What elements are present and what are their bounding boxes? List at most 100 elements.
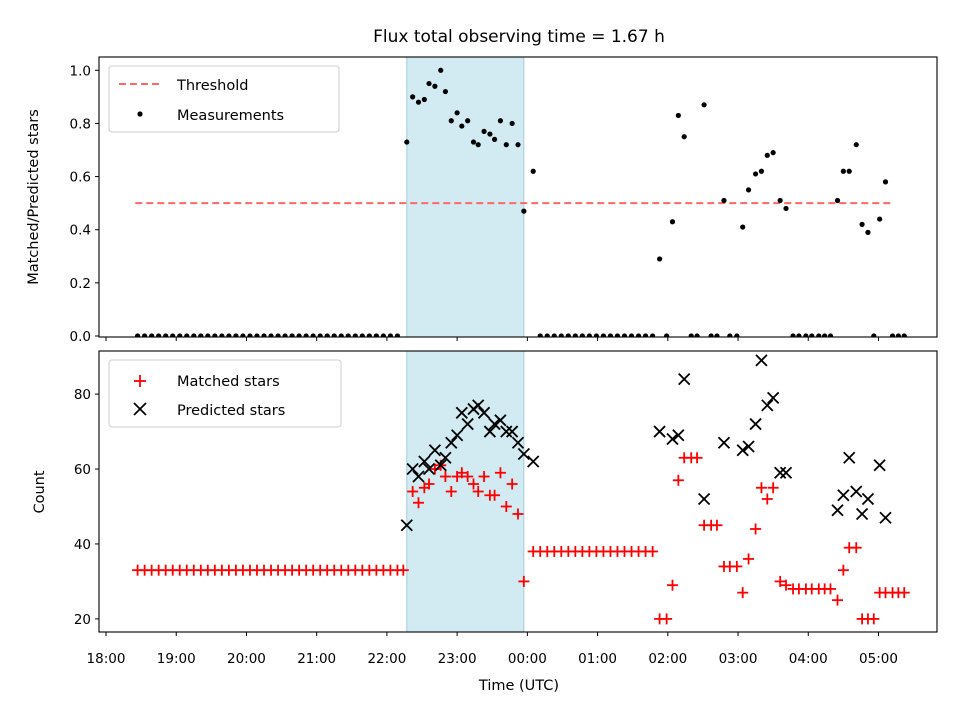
matched-star-point	[666, 579, 678, 591]
measurement-point	[834, 197, 841, 204]
predicted-star-point	[850, 485, 863, 498]
matched-star-point	[512, 508, 524, 520]
measurement-point	[734, 333, 740, 337]
predicted-star-point	[742, 440, 755, 453]
measurement-point	[740, 224, 746, 230]
top-y-axis-label: Matched/Predicted stars	[26, 109, 42, 285]
predicted-star-point	[767, 391, 780, 404]
measurement-point	[432, 83, 438, 89]
matched-star-point	[468, 478, 480, 490]
top-y-tick-label: 0.8	[70, 116, 91, 132]
measurement-point	[177, 333, 183, 337]
x-tick-label: 02:00	[648, 651, 687, 667]
predicted-star-point	[843, 451, 856, 464]
matched-star-point	[824, 583, 836, 595]
bottom-y-axis-label: Count	[32, 470, 48, 513]
x-tick-label: 18:00	[87, 651, 126, 667]
bottom-y-tick-label: 20	[74, 612, 91, 628]
measurement-point	[475, 142, 481, 148]
predicted-star-point	[511, 436, 525, 449]
predicted-star-point	[500, 425, 513, 438]
matched-star-point	[445, 486, 457, 497]
measurement-point	[219, 333, 225, 337]
measurement-point	[373, 333, 379, 337]
matched-star-point	[423, 478, 435, 490]
measurement-point	[205, 333, 211, 337]
measurement-point	[345, 333, 351, 337]
predicted-star-point	[527, 455, 540, 468]
matched-star-point	[672, 474, 684, 486]
measurement-point	[212, 333, 218, 337]
predicted-star-point	[400, 519, 413, 532]
top-legend-box	[108, 65, 340, 133]
measurement-point	[268, 333, 274, 337]
matched-star-point	[750, 523, 762, 535]
measurement-point	[822, 333, 828, 337]
bottom-y-tick-label: 40	[74, 537, 91, 553]
measurement-point	[454, 110, 460, 116]
predicted-star-point	[439, 451, 452, 464]
predicted-star-point	[428, 444, 442, 457]
matched-star-point	[518, 575, 530, 587]
x-tick-label: 00:00	[508, 651, 547, 667]
measurement-point	[387, 333, 394, 337]
measurement-point	[135, 333, 141, 337]
measurement-point	[503, 142, 509, 148]
x-axis-label: Time (UTC)	[478, 678, 559, 694]
measurement-point	[621, 333, 628, 337]
measurement-point	[509, 120, 515, 127]
measurement-point	[289, 333, 295, 337]
legend-matched-label: Matched stars	[177, 374, 280, 390]
measurement-point	[877, 216, 883, 222]
measurement-point	[530, 168, 536, 174]
measurement-point	[296, 333, 302, 337]
bottom-y-tick-label: 60	[74, 462, 91, 478]
predicted-star-point	[717, 436, 731, 449]
predicted-star-point	[774, 466, 787, 479]
matched-star-point	[500, 500, 512, 512]
measurement-point	[448, 118, 454, 124]
predicted-star-point	[736, 444, 749, 457]
matched-star-point	[413, 497, 425, 509]
measurement-point	[593, 333, 600, 337]
predicted-star-point	[406, 462, 419, 476]
x-tick-label: 03:00	[719, 651, 758, 667]
legend-predicted-swatch	[133, 402, 147, 416]
predicted-star-point	[445, 436, 458, 449]
measurement-point	[558, 333, 564, 337]
measurement-point	[681, 134, 687, 140]
predicted-star-point	[412, 470, 425, 483]
x-tick-label: 21:00	[297, 651, 336, 667]
matched-star-point	[780, 579, 792, 591]
measurement-point	[275, 333, 281, 337]
bottom-legend-box	[108, 359, 342, 428]
measurement-point	[764, 152, 770, 158]
measurement-point	[708, 333, 714, 337]
x-tick-label: 01:00	[578, 651, 617, 667]
measurement-point	[783, 205, 789, 212]
predicted-star-point	[678, 372, 691, 386]
bottom-axes-frame	[98, 350, 938, 633]
measurement-point	[758, 168, 765, 174]
measurement-point	[352, 333, 358, 337]
measurement-point	[459, 123, 465, 129]
predicted-star-point	[749, 417, 762, 431]
measurement-point	[310, 333, 316, 337]
x-tick-label: 04:00	[789, 651, 828, 667]
measurement-point	[163, 333, 169, 337]
matched-star-point	[767, 482, 779, 494]
top-y-tick-label: 0.2	[70, 276, 91, 292]
measurement-point	[191, 333, 197, 337]
predicted-star-point	[506, 425, 519, 438]
matched-star-point	[462, 471, 474, 483]
measurement-point	[254, 333, 260, 337]
measurement-point	[261, 333, 267, 337]
measurement-point	[149, 333, 155, 337]
measurement-point	[790, 333, 796, 337]
top-panel: 0.0 0.2 0.4 0.6 0.8 1.0 Matched/Predicted sta…	[26, 56, 938, 345]
measurement-point	[600, 333, 607, 337]
measurement-point	[521, 208, 527, 214]
measurement-point	[816, 333, 822, 337]
predicted-star-point	[861, 492, 875, 506]
